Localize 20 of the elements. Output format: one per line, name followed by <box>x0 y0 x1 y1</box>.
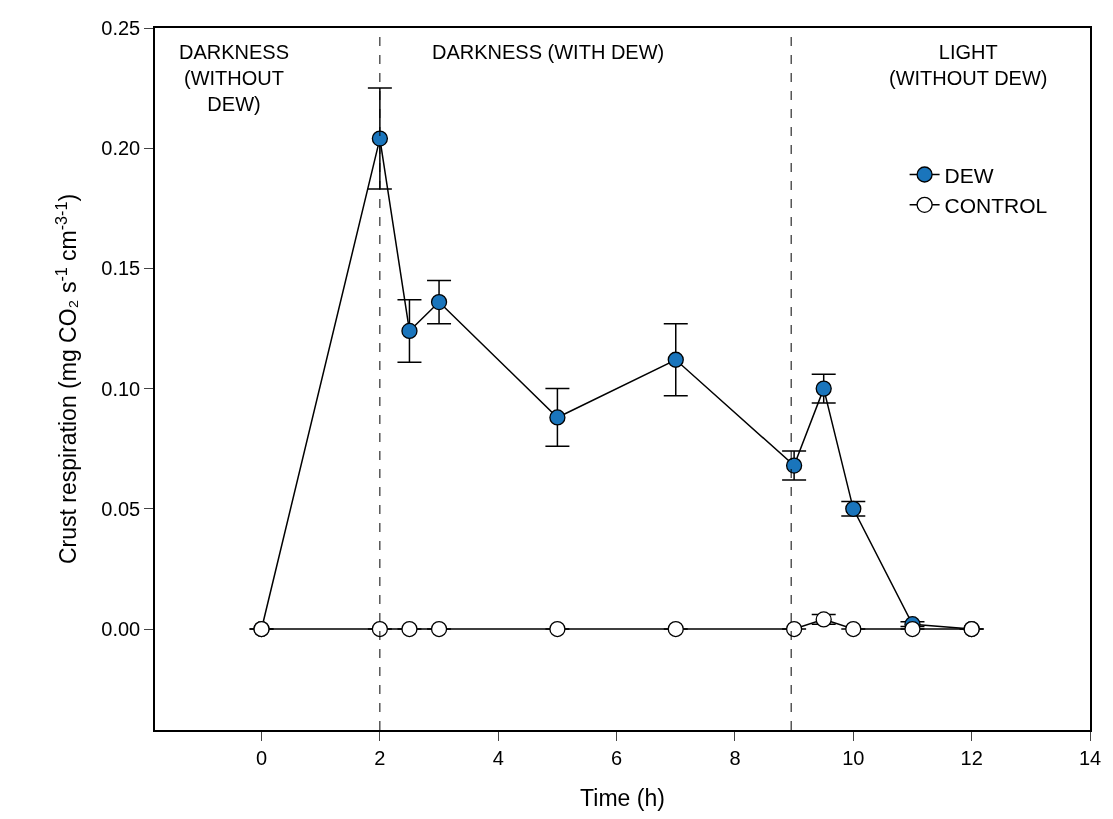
legend-label: DEW <box>944 163 994 187</box>
x-tick-label: 14 <box>1078 746 1102 769</box>
x-tick-label: 4 <box>492 746 504 769</box>
annotation: DARKNESS (WITHOUT DEW) <box>179 41 290 115</box>
y-tick-label: 0.20 <box>101 137 141 160</box>
y-tick-label: 0.15 <box>101 257 141 280</box>
x-tick-label: 10 <box>842 746 865 769</box>
annotation: DARKNESS (WITH DEW) <box>432 41 665 63</box>
x-tick-label: 6 <box>611 746 623 769</box>
x-tick-label: 12 <box>960 746 983 769</box>
x-tick-label: 8 <box>729 746 741 769</box>
x-tick-label: 0 <box>255 746 268 769</box>
y-tick-label: 0.05 <box>101 497 141 520</box>
x-axis-title: Time (h) <box>580 784 665 811</box>
x-tick-label: 2 <box>374 746 386 769</box>
y-tick-label: 0.25 <box>101 17 141 39</box>
legend-label: CONTROL <box>944 194 1048 217</box>
y-tick-label: 0.10 <box>101 377 141 400</box>
y-tick-label: 0.00 <box>101 618 141 641</box>
annotation: LIGHT (WITHOUT DEW) <box>889 41 1048 89</box>
